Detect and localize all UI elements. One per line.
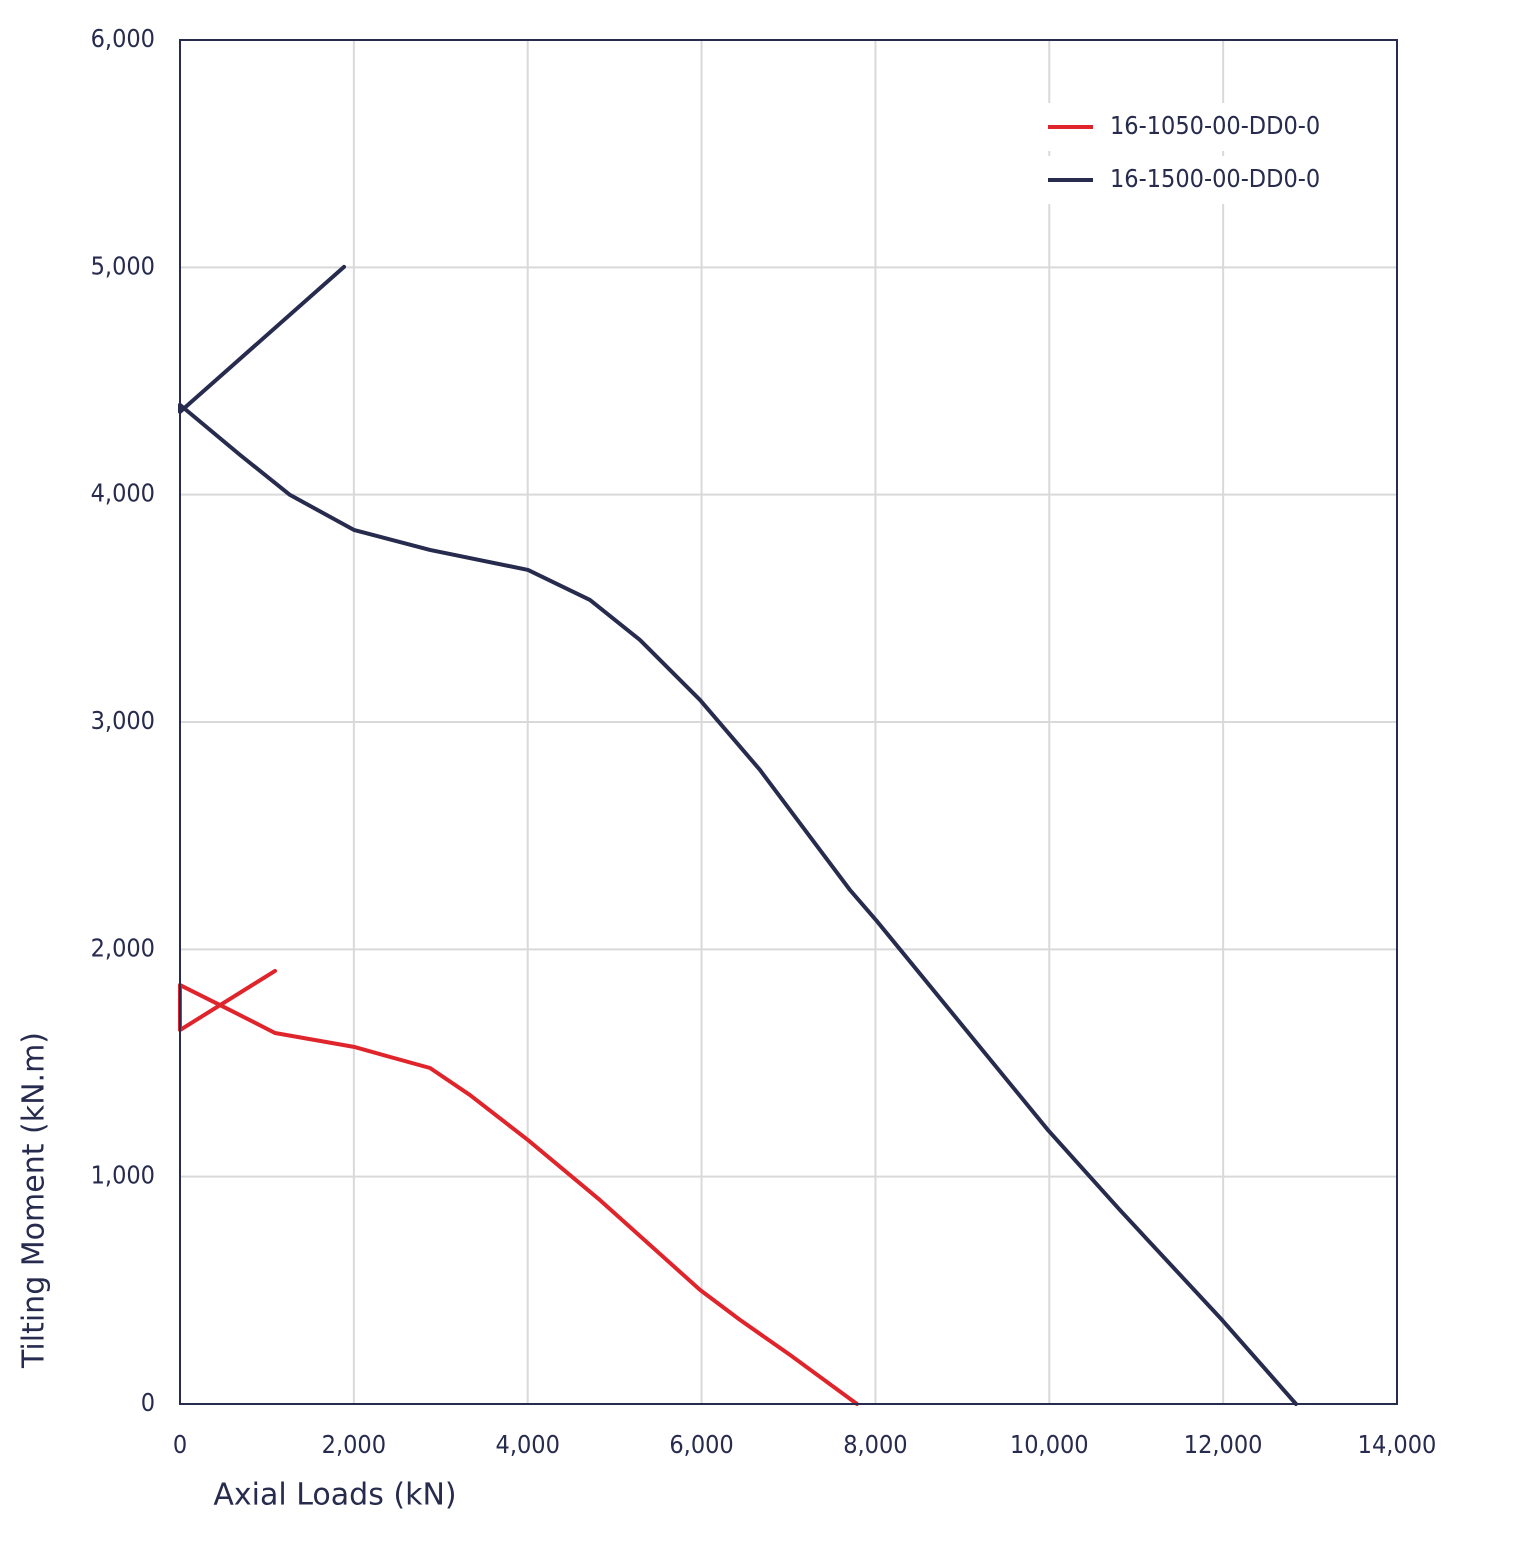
- y-tick-label: 4,000: [91, 479, 155, 508]
- y-tick-label: 2,000: [91, 933, 155, 962]
- series-lines: [178, 264, 1298, 1406]
- grid: [179, 39, 1398, 1405]
- series-line: [178, 968, 859, 1406]
- x-tick-label: 6,000: [669, 1430, 733, 1459]
- y-tick-label: 0: [141, 1388, 155, 1417]
- x-tick-label: 4,000: [496, 1430, 560, 1459]
- x-tick-label: 0: [173, 1430, 187, 1459]
- series-line: [178, 264, 1298, 1406]
- y-axis-label: Tilting Moment (kN.m): [17, 1032, 52, 1369]
- x-tick-label: 2,000: [322, 1430, 386, 1459]
- y-tick-label: 3,000: [91, 706, 155, 735]
- x-tick-label: 8,000: [843, 1430, 907, 1459]
- plot-frame: [179, 39, 1398, 1405]
- legend-label: 16-1500-00-DD0-0: [1110, 164, 1320, 193]
- y-tick-label: 1,000: [91, 1161, 155, 1190]
- legend-label: 16-1050-00-DD0-0: [1110, 111, 1320, 140]
- x-tick-label: 10,000: [1010, 1430, 1089, 1459]
- y-tick-label: 5,000: [91, 251, 155, 280]
- y-tick-label: 6,000: [91, 24, 155, 53]
- x-tick-label: 12,000: [1184, 1430, 1263, 1459]
- x-tick-label: 14,000: [1358, 1430, 1437, 1459]
- x-axis-label: Axial Loads (kN): [213, 1478, 456, 1513]
